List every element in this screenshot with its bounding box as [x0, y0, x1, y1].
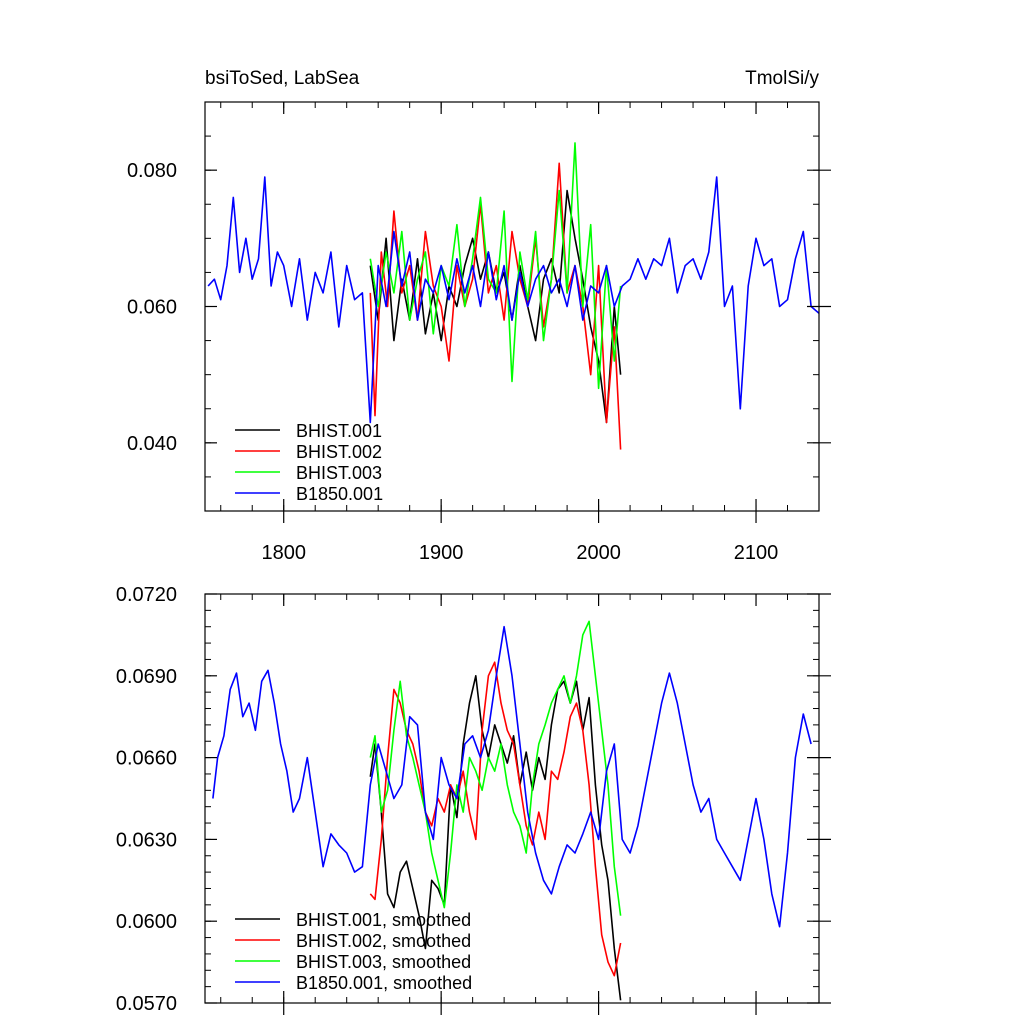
x-tick-label: 1800: [261, 542, 306, 564]
y-tick-label: 0.0660: [116, 748, 177, 770]
series-line-bhist-001-smoothed: [369, 675, 622, 1001]
y-tick-label: 0.060: [127, 297, 177, 319]
x-tick-label: 2100: [734, 542, 779, 564]
series-line-bhist-003-smoothed: [369, 620, 622, 916]
y-tick-label: 0.0630: [116, 829, 177, 851]
bottom-series-group: [212, 620, 812, 1001]
panel-title-left: bsiToSed, LabSea: [205, 68, 360, 89]
legend-label: B1850.001: [296, 484, 383, 504]
y-tick-label: 0.0570: [116, 993, 177, 1015]
bottom-panel: 0.0570 0.0600 0.0630 0.0660 0.0690 0.0720 BHI…: [116, 584, 831, 1015]
series-line-b1850-001: [207, 176, 819, 424]
plot-frame: [204, 593, 820, 1004]
x-tick-label: 1900: [419, 542, 464, 564]
top-series-group: [207, 142, 819, 450]
bottom-axes-group: 0.0570 0.0600 0.0630 0.0660 0.0690 0.0720: [116, 584, 831, 1015]
series-line-bhist-002-smoothed: [369, 661, 622, 977]
series-line-b1850-001-smoothed: [212, 625, 812, 928]
y-tick-label: 0.0690: [116, 666, 177, 688]
panel-title-units: TmolSi/y: [745, 68, 819, 89]
legend-label: BHIST.001: [296, 421, 382, 441]
legend-label: BHIST.003, smoothed: [296, 952, 471, 972]
top-axes-group: 1800 1900 2000 2100 0.040 0.060 0.080: [127, 101, 831, 564]
y-tick-label: 0.040: [127, 433, 177, 455]
legend-label: B1850.001, smoothed: [296, 973, 472, 993]
legend-label: BHIST.003: [296, 463, 382, 483]
y-tick-label: 0.0720: [116, 584, 177, 606]
y-tick-label: 0.0600: [116, 911, 177, 933]
legend-label: BHIST.002: [296, 442, 382, 462]
top-panel: bsiToSed, LabSea TmolSi/y 1800 1900 2000 21…: [127, 68, 831, 564]
series-line-bhist-003: [369, 142, 622, 390]
y-tick-label: 0.080: [127, 160, 177, 182]
legend-label: BHIST.001, smoothed: [296, 910, 471, 930]
legend-label: BHIST.002, smoothed: [296, 931, 471, 951]
x-tick-label: 2000: [576, 542, 621, 564]
